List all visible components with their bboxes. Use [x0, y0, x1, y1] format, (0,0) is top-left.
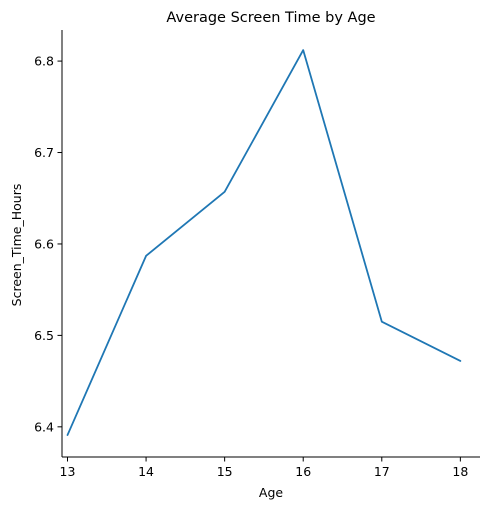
y-tick-label: 6.7 — [34, 145, 54, 160]
x-tick-label: 16 — [295, 464, 311, 479]
y-tick-label: 6.6 — [34, 236, 54, 251]
x-tick-label: 14 — [138, 464, 154, 479]
x-tick-label: 17 — [374, 464, 390, 479]
series-line — [66, 49, 462, 436]
x-tick-label: 15 — [217, 464, 233, 479]
x-tick-label: 18 — [452, 464, 468, 479]
chart-title: Average Screen Time by Age — [166, 10, 375, 26]
y-tick-label: 6.4 — [34, 419, 54, 434]
plot-area — [66, 49, 462, 436]
x-axis-ticks: 13 14 15 16 17 18 — [60, 457, 468, 479]
y-tick-label: 6.8 — [34, 54, 54, 69]
x-axis-label: Age — [259, 485, 283, 500]
x-tick-label: 13 — [60, 464, 76, 479]
y-tick-label: 6.5 — [34, 328, 54, 343]
y-axis-ticks: 6.4 6.5 6.6 6.7 6.8 — [34, 54, 62, 434]
y-axis-label: Screen_Time_Hours — [9, 184, 24, 307]
